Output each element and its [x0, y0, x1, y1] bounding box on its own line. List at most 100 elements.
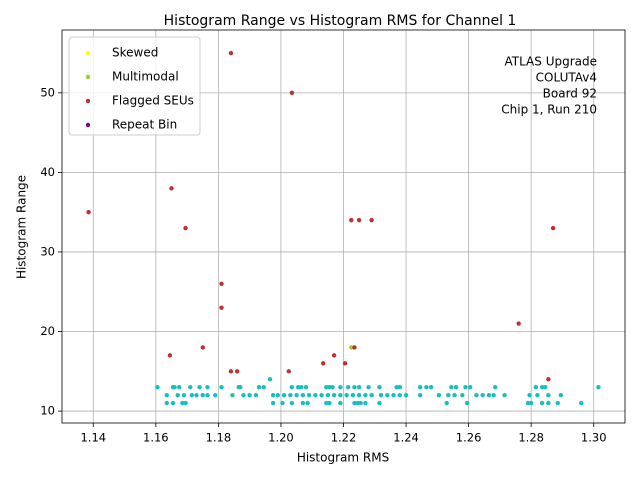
annotation-line: Board 92 [543, 87, 597, 101]
point [294, 392, 299, 398]
point [350, 392, 356, 398]
point [366, 385, 371, 390]
point [289, 385, 295, 390]
point [327, 385, 332, 390]
point [550, 225, 556, 231]
point [256, 385, 262, 390]
point [338, 400, 343, 406]
point [319, 392, 324, 398]
point [188, 385, 193, 390]
x-tick-label: 1.16 [143, 431, 169, 445]
point [543, 385, 548, 390]
point [417, 392, 423, 398]
point [200, 345, 205, 350]
point [205, 392, 210, 398]
point [446, 392, 451, 398]
annotation: ATLAS Upgrade COLUTAv4 Board 92 Chip 1, Run… [501, 55, 597, 117]
points [86, 50, 601, 406]
point [175, 392, 180, 398]
point [492, 385, 498, 390]
point [363, 400, 368, 406]
point [449, 385, 454, 390]
point [579, 400, 584, 406]
point [428, 385, 434, 390]
point [295, 385, 301, 390]
y-tick-label: 10 [40, 404, 55, 418]
legend: Skewed Multimodal Flagged SEUs Repeat Bin [68, 36, 201, 136]
point [467, 385, 473, 390]
point [167, 353, 173, 358]
point [546, 377, 551, 382]
point [325, 392, 331, 398]
point [474, 392, 479, 398]
point [363, 392, 368, 398]
point [205, 385, 210, 390]
point [369, 392, 374, 398]
x-axis-label: Histogram RMS [297, 451, 389, 465]
point [444, 400, 449, 406]
point [539, 385, 545, 390]
point [194, 392, 199, 398]
x-tick-label: 1.14 [80, 431, 106, 445]
point [464, 400, 470, 406]
point [527, 392, 532, 398]
y-tick-label: 40 [40, 165, 55, 179]
point [197, 385, 202, 390]
point [181, 392, 187, 398]
legend-box [68, 36, 201, 136]
point [86, 209, 91, 215]
x-tick-label: 1.30 [581, 431, 607, 445]
point [356, 392, 362, 398]
point [300, 392, 306, 398]
x-tick-label: 1.18 [206, 431, 232, 445]
point [349, 345, 354, 350]
point [306, 392, 312, 398]
point [452, 392, 457, 398]
y-tick-label: 50 [40, 85, 55, 99]
point [516, 321, 521, 326]
annotation-line: ATLAS Upgrade [504, 55, 597, 69]
point [480, 392, 485, 398]
point [352, 400, 357, 406]
point [330, 385, 335, 390]
legend-marker [85, 50, 91, 56]
point [356, 385, 362, 390]
point [397, 392, 402, 398]
point [344, 392, 349, 398]
point [369, 217, 374, 223]
point [313, 392, 318, 398]
point [180, 400, 185, 406]
point [172, 385, 177, 390]
point [378, 392, 384, 398]
point [377, 385, 382, 390]
x-tick-label: 1.24 [393, 431, 419, 445]
point [267, 377, 273, 382]
point [289, 90, 295, 96]
point [528, 400, 534, 406]
point [342, 361, 348, 366]
y-tick-label: 30 [40, 244, 55, 258]
point [305, 400, 310, 406]
point [288, 392, 293, 398]
legend-label: Multimodal [112, 70, 179, 84]
point [261, 385, 266, 390]
point [324, 400, 329, 406]
chart-title: Histogram Range vs Histogram RMS for Cha… [164, 13, 517, 29]
point [177, 385, 182, 390]
point [289, 400, 295, 406]
point [270, 400, 276, 406]
point [555, 400, 560, 406]
y-tick-label: 20 [40, 324, 55, 338]
point [533, 385, 539, 390]
point [397, 385, 402, 390]
point [303, 385, 309, 390]
point [546, 392, 551, 398]
point [213, 392, 218, 398]
point [486, 392, 492, 398]
point [352, 345, 357, 350]
point [424, 385, 429, 390]
point [355, 400, 360, 406]
point [234, 369, 240, 374]
point [270, 392, 276, 398]
